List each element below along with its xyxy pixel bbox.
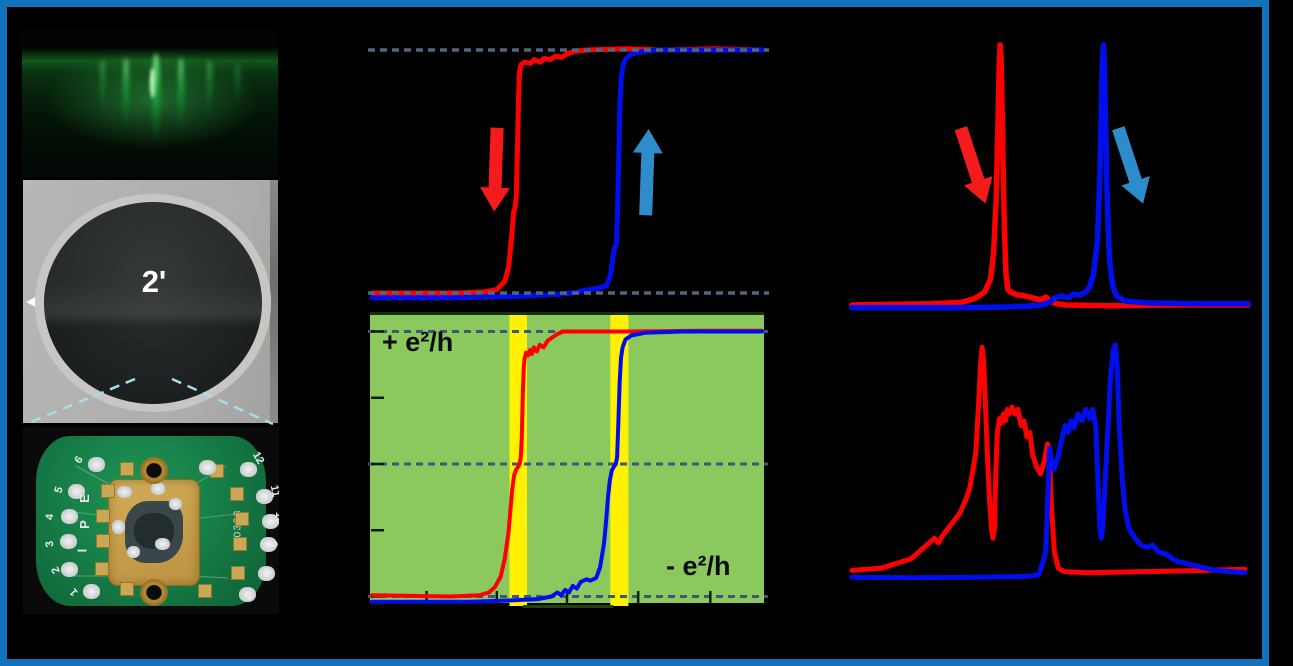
series-up-sweep-structure bbox=[849, 342, 1248, 581]
zoom-callout-lines bbox=[25, 377, 274, 426]
solder-pad bbox=[240, 462, 257, 477]
silkscreen-letter: I bbox=[74, 548, 90, 553]
rheed-glow-band bbox=[22, 28, 278, 178]
silkscreen-letter: E bbox=[76, 494, 92, 503]
wafer-disc bbox=[44, 202, 262, 404]
sweep-arrow-shaft bbox=[639, 150, 655, 216]
sweep-arrow-head bbox=[963, 176, 993, 204]
smd-pad bbox=[96, 509, 110, 523]
silkscreen-letter: P bbox=[76, 520, 92, 529]
sweep-arrow-shaft bbox=[954, 126, 985, 185]
wafer-photo: 2' bbox=[23, 180, 278, 423]
derivative-structure-chart bbox=[845, 325, 1250, 590]
solder-pad bbox=[256, 489, 273, 504]
rheed-streak bbox=[207, 60, 212, 122]
rheed-streak bbox=[235, 64, 240, 110]
rheed-streak bbox=[178, 58, 184, 134]
smd-pad bbox=[120, 462, 134, 476]
solder-pad bbox=[61, 562, 78, 577]
series-down-sweep-peak bbox=[849, 42, 1251, 309]
wafer-sheen bbox=[44, 202, 262, 404]
callout-line-right bbox=[171, 377, 274, 426]
pcb-board: 060338 6 5 4 3 2 1 12 11 10 9 8 7 E P I bbox=[36, 436, 279, 606]
sigmaxy-hysteresis-chart: + e²/h - e²/h bbox=[368, 312, 768, 608]
rheed-streak bbox=[152, 54, 160, 146]
rxy-hysteresis-chart bbox=[360, 15, 770, 315]
mounting-hole-top bbox=[140, 457, 168, 484]
solder-blob bbox=[169, 498, 182, 510]
solder-blob bbox=[127, 546, 140, 558]
sample-mount-plate bbox=[108, 479, 200, 586]
smd-pad bbox=[198, 584, 212, 598]
sweep-arrow-shaft bbox=[1112, 126, 1143, 185]
axis-underline bbox=[523, 605, 613, 608]
series-field-down-sweep bbox=[370, 328, 764, 599]
solder-blob bbox=[151, 482, 165, 495]
solder-pad bbox=[83, 584, 100, 599]
rheed-center-glow bbox=[22, 28, 278, 178]
rheed-streak bbox=[100, 60, 105, 118]
smd-pad bbox=[233, 537, 247, 551]
series-field-down-sweep bbox=[369, 46, 766, 296]
smd-pad bbox=[95, 562, 109, 576]
pad-number: 11 bbox=[267, 484, 279, 498]
solder-pad bbox=[61, 509, 78, 524]
smd-pad bbox=[235, 512, 249, 526]
rheed-pattern-photo bbox=[22, 28, 278, 178]
transition-highlight-band bbox=[610, 315, 629, 606]
rheed-streak bbox=[123, 58, 129, 132]
solder-pad bbox=[258, 566, 275, 581]
solder-pad bbox=[239, 587, 256, 602]
sigmaxy-hysteresis-plot bbox=[368, 315, 768, 606]
smd-pad bbox=[230, 487, 244, 501]
switching-peaks-chart bbox=[845, 20, 1255, 315]
plus-e2h-label: + e²/h bbox=[382, 327, 454, 357]
sweep-arrow-head bbox=[1121, 176, 1150, 204]
series-field-up-sweep bbox=[370, 329, 764, 604]
sweep-arrow-shaft bbox=[488, 127, 504, 190]
minus-e2h-label: - e²/h bbox=[666, 551, 731, 581]
smd-pad bbox=[120, 582, 134, 596]
solder-pad bbox=[199, 460, 216, 475]
pad-number: 4 bbox=[43, 513, 57, 521]
rxy-hysteresis-plot bbox=[368, 46, 769, 301]
sweep-arrow-head bbox=[632, 128, 663, 154]
wafer-diameter-label: 2' bbox=[141, 264, 167, 299]
smd-pad bbox=[101, 484, 115, 498]
smd-pad bbox=[231, 566, 245, 580]
smd-pad bbox=[96, 534, 110, 548]
switching-peaks-plot bbox=[849, 42, 1251, 311]
mounting-hole-bottom bbox=[140, 579, 168, 606]
solder-blob bbox=[155, 538, 170, 550]
solder-pad bbox=[68, 484, 85, 499]
solder-pad bbox=[262, 514, 279, 529]
chip-carrier-photo: 060338 6 5 4 3 2 1 12 11 10 9 8 7 E P I bbox=[23, 427, 279, 614]
solder-pad bbox=[60, 534, 77, 549]
wafer-photo-edge-object bbox=[270, 180, 278, 423]
series-field-up-sweep bbox=[369, 47, 766, 301]
solder-blob bbox=[117, 486, 132, 498]
derivative-structure-plot bbox=[849, 342, 1248, 581]
solder-blob bbox=[112, 520, 125, 534]
solder-pad bbox=[88, 457, 105, 472]
pad-number: 10 bbox=[273, 511, 279, 525]
solder-pad bbox=[260, 537, 277, 552]
sweep-arrow-head bbox=[480, 187, 511, 212]
series-up-sweep-peak bbox=[849, 42, 1251, 311]
callout-line-left bbox=[25, 377, 136, 426]
